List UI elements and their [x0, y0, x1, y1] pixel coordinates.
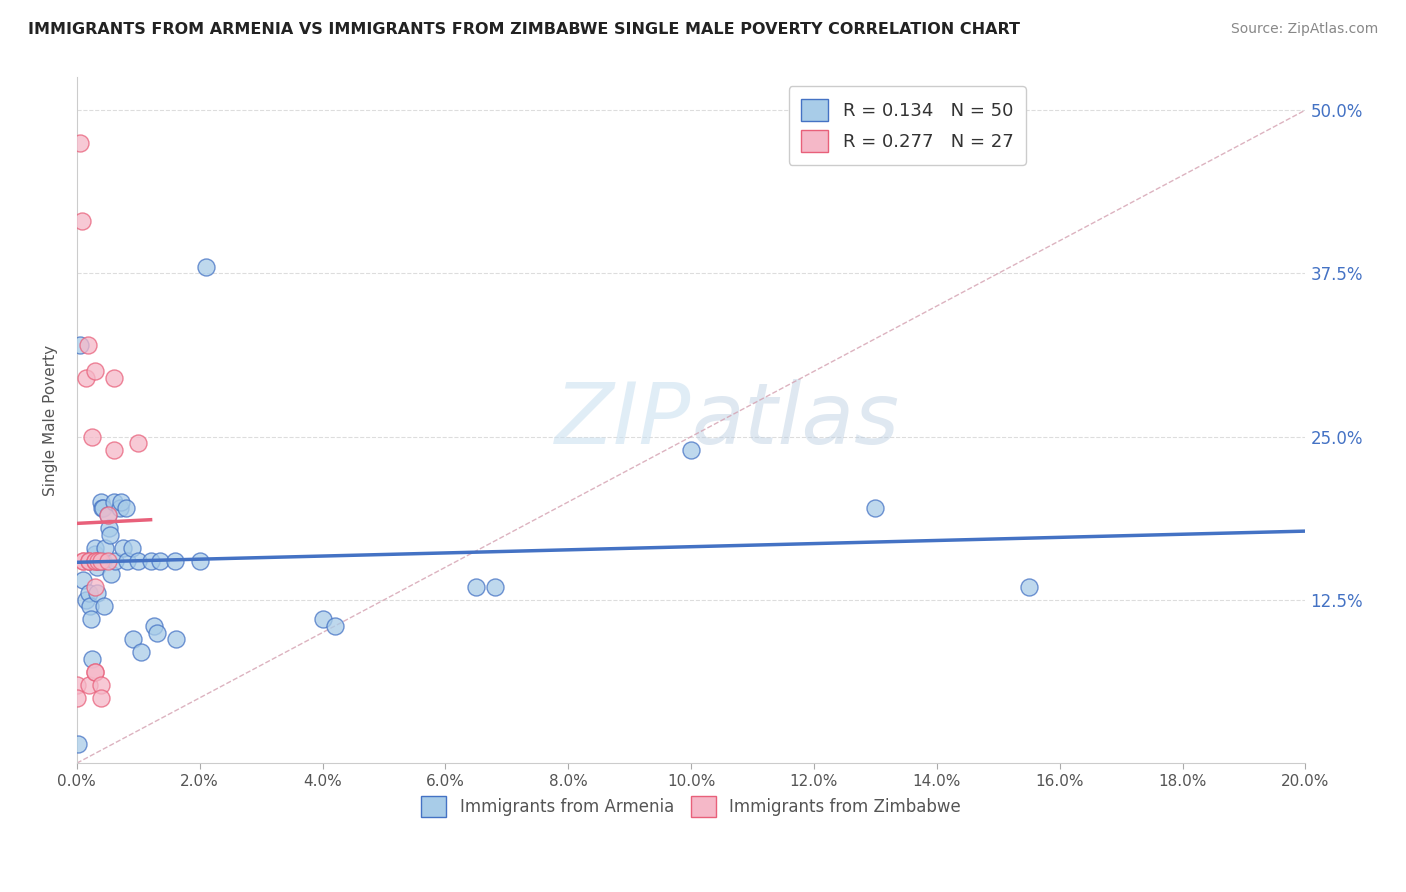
- Point: [87, 554, 110, 568]
- Point: [115, 501, 138, 516]
- Point: [77, 338, 100, 352]
- Point: [86, 586, 108, 600]
- Point: [103, 371, 125, 385]
- Point: [79, 599, 101, 614]
- Point: [75, 371, 97, 385]
- Point: [97, 554, 120, 568]
- Point: [66, 690, 89, 705]
- Point: [110, 495, 132, 509]
- Point: [681, 442, 703, 457]
- Point: [131, 645, 153, 659]
- Point: [72, 554, 94, 568]
- Point: [121, 541, 143, 555]
- Point: [90, 678, 112, 692]
- Point: [80, 612, 103, 626]
- Point: [87, 554, 110, 568]
- Point: [90, 554, 112, 568]
- Point: [86, 560, 108, 574]
- Point: [91, 501, 114, 516]
- Point: [103, 495, 125, 509]
- Point: [100, 566, 122, 581]
- Point: [84, 580, 107, 594]
- Point: [69, 338, 91, 352]
- Point: [91, 554, 114, 568]
- Point: [84, 547, 107, 561]
- Point: [84, 554, 107, 568]
- Point: [82, 429, 104, 443]
- Point: [149, 554, 172, 568]
- Point: [77, 554, 100, 568]
- Text: IMMIGRANTS FROM ARMENIA VS IMMIGRANTS FROM ZIMBABWE SINGLE MALE POVERTY CORRELAT: IMMIGRANTS FROM ARMENIA VS IMMIGRANTS FR…: [28, 22, 1021, 37]
- Point: [97, 508, 120, 522]
- Point: [90, 495, 112, 509]
- Point: [323, 619, 346, 633]
- Point: [139, 554, 162, 568]
- Point: [111, 541, 134, 555]
- Point: [72, 574, 94, 588]
- Point: [84, 541, 107, 555]
- Point: [108, 501, 131, 516]
- Point: [142, 619, 165, 633]
- Point: [77, 678, 100, 692]
- Point: [93, 541, 115, 555]
- Point: [465, 580, 488, 594]
- Text: ZIP: ZIP: [555, 379, 692, 462]
- Point: [165, 554, 187, 568]
- Text: atlas: atlas: [692, 379, 898, 462]
- Point: [84, 364, 107, 378]
- Point: [75, 592, 97, 607]
- Point: [93, 599, 115, 614]
- Point: [82, 651, 104, 665]
- Point: [77, 586, 100, 600]
- Point: [84, 554, 107, 568]
- Point: [865, 501, 887, 516]
- Point: [72, 554, 94, 568]
- Point: [66, 678, 89, 692]
- Point: [84, 665, 107, 679]
- Text: Source: ZipAtlas.com: Source: ZipAtlas.com: [1230, 22, 1378, 37]
- Point: [104, 554, 127, 568]
- Y-axis label: Single Male Poverty: Single Male Poverty: [44, 344, 58, 496]
- Point: [97, 508, 120, 522]
- Legend: Immigrants from Armenia, Immigrants from Zimbabwe: Immigrants from Armenia, Immigrants from…: [415, 789, 967, 823]
- Point: [84, 665, 107, 679]
- Point: [127, 436, 149, 450]
- Point: [103, 442, 125, 457]
- Point: [127, 554, 149, 568]
- Point: [194, 260, 217, 274]
- Point: [484, 580, 506, 594]
- Point: [115, 554, 138, 568]
- Point: [77, 554, 100, 568]
- Point: [122, 632, 145, 646]
- Point: [77, 554, 100, 568]
- Point: [145, 625, 167, 640]
- Point: [91, 501, 114, 516]
- Point: [67, 737, 90, 751]
- Point: [98, 527, 121, 541]
- Point: [70, 214, 93, 228]
- Point: [311, 612, 333, 626]
- Point: [69, 136, 91, 150]
- Point: [90, 690, 112, 705]
- Point: [1018, 580, 1040, 594]
- Point: [188, 554, 211, 568]
- Point: [97, 521, 120, 535]
- Point: [165, 632, 187, 646]
